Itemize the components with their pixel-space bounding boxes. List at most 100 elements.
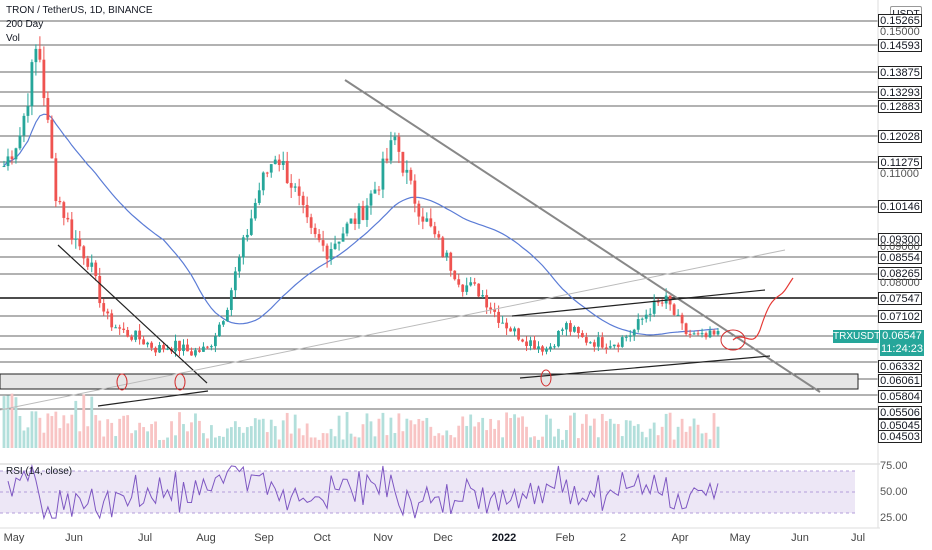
candle-body: [217, 324, 221, 337]
candle-body: [154, 347, 157, 353]
candle-body: [122, 328, 126, 330]
candle-body: [612, 344, 616, 347]
candle-body: [584, 337, 588, 343]
volume-bar: [134, 430, 138, 448]
low-marker-3: [540, 369, 552, 387]
volume-bar: [385, 435, 389, 448]
candle-body: [389, 140, 393, 161]
volume-bar: [461, 416, 465, 448]
volume-bar: [473, 426, 477, 448]
candle-body: [293, 186, 297, 188]
volume-bar: [225, 428, 229, 448]
candle-body: [533, 340, 536, 349]
candle-body: [174, 340, 177, 352]
candle-body: [557, 330, 560, 347]
volume-bar: [413, 424, 417, 448]
candle-body: [253, 202, 257, 219]
low-marker-2: [174, 373, 186, 391]
volume-bar: [74, 400, 78, 448]
price-level-label: 0.12028: [878, 130, 922, 143]
price-level-label: 0.06332: [878, 360, 922, 373]
candle-body: [680, 314, 684, 324]
price-level-label: 0.05804: [878, 390, 922, 403]
x-axis-label: Nov: [373, 532, 393, 544]
volume-bar: [596, 437, 600, 448]
candle-body: [126, 329, 130, 337]
candle-body: [569, 323, 572, 332]
axis-tick: 0.09000: [880, 241, 920, 253]
volume-bar: [401, 431, 405, 448]
candle-body: [620, 337, 624, 347]
candle-body: [461, 284, 465, 292]
volume-bar: [704, 432, 708, 448]
candle-body: [672, 304, 676, 315]
trendline-main-desc: [344, 79, 821, 393]
trendline-early-desc: [57, 244, 208, 384]
volume-bar: [170, 421, 173, 448]
candle-body: [273, 159, 277, 165]
volume-bar: [688, 426, 692, 448]
candle-body: [202, 346, 205, 352]
candle-body: [114, 327, 118, 329]
volume-bar: [509, 417, 512, 448]
volume-bar: [261, 418, 265, 448]
volume-bar: [249, 426, 253, 448]
volume-bar: [269, 419, 273, 448]
rsi-tick: 75.00: [880, 460, 908, 472]
axis-tick: 0.08000: [880, 277, 920, 289]
candle-body: [34, 48, 38, 63]
candle-body: [401, 151, 405, 173]
candle-body: [361, 205, 365, 220]
candle-body: [50, 119, 54, 159]
low-marker-1: [116, 373, 128, 391]
vol-legend: Vol: [6, 33, 20, 44]
trendline-long-asc: [0, 249, 786, 411]
volume-bar: [313, 437, 317, 448]
volume-bar: [716, 426, 720, 448]
volume-bar: [210, 425, 213, 448]
volume-bar: [194, 413, 197, 448]
volume-bar: [429, 426, 433, 448]
price-level-label: 0.07102: [878, 310, 922, 323]
candle-body: [38, 48, 42, 60]
candle-body: [433, 226, 437, 235]
volume-bar: [102, 436, 106, 448]
candle-body: [704, 333, 708, 338]
axis-tick: 0.11000: [880, 168, 919, 180]
candle-body: [18, 135, 22, 149]
volume-bar: [229, 427, 233, 448]
volume-bar: [437, 433, 441, 448]
candle-body: [477, 283, 481, 297]
volume-bar: [501, 437, 505, 448]
candle-body: [229, 290, 233, 310]
candle-body: [245, 234, 249, 238]
volume-bar: [26, 427, 30, 448]
candle-body: [636, 319, 640, 330]
candle-body: [429, 218, 433, 227]
price-level-label: 0.13293: [878, 86, 922, 99]
candle-body: [297, 186, 301, 196]
volume-bar: [584, 414, 588, 448]
candle-body: [616, 344, 620, 347]
candle-body: [525, 341, 528, 346]
candle-body: [624, 336, 628, 338]
candle-body: [30, 62, 34, 107]
volume-bar: [477, 422, 481, 448]
volume-bar: [114, 436, 118, 448]
volume-bar: [565, 430, 568, 448]
volume-bar: [612, 423, 616, 448]
candle-body: [198, 350, 201, 352]
candle-body: [473, 282, 477, 284]
candle-body: [644, 314, 648, 319]
volume-bar: [70, 414, 74, 448]
volume-bar: [640, 431, 644, 448]
candle-body: [329, 249, 333, 260]
volume-bar: [186, 431, 189, 448]
candle-body: [529, 340, 532, 346]
candle-body: [233, 271, 237, 291]
candle-body: [608, 346, 612, 348]
volume-bar: [393, 433, 397, 448]
candle-body: [553, 346, 556, 348]
candle-body: [166, 348, 169, 350]
